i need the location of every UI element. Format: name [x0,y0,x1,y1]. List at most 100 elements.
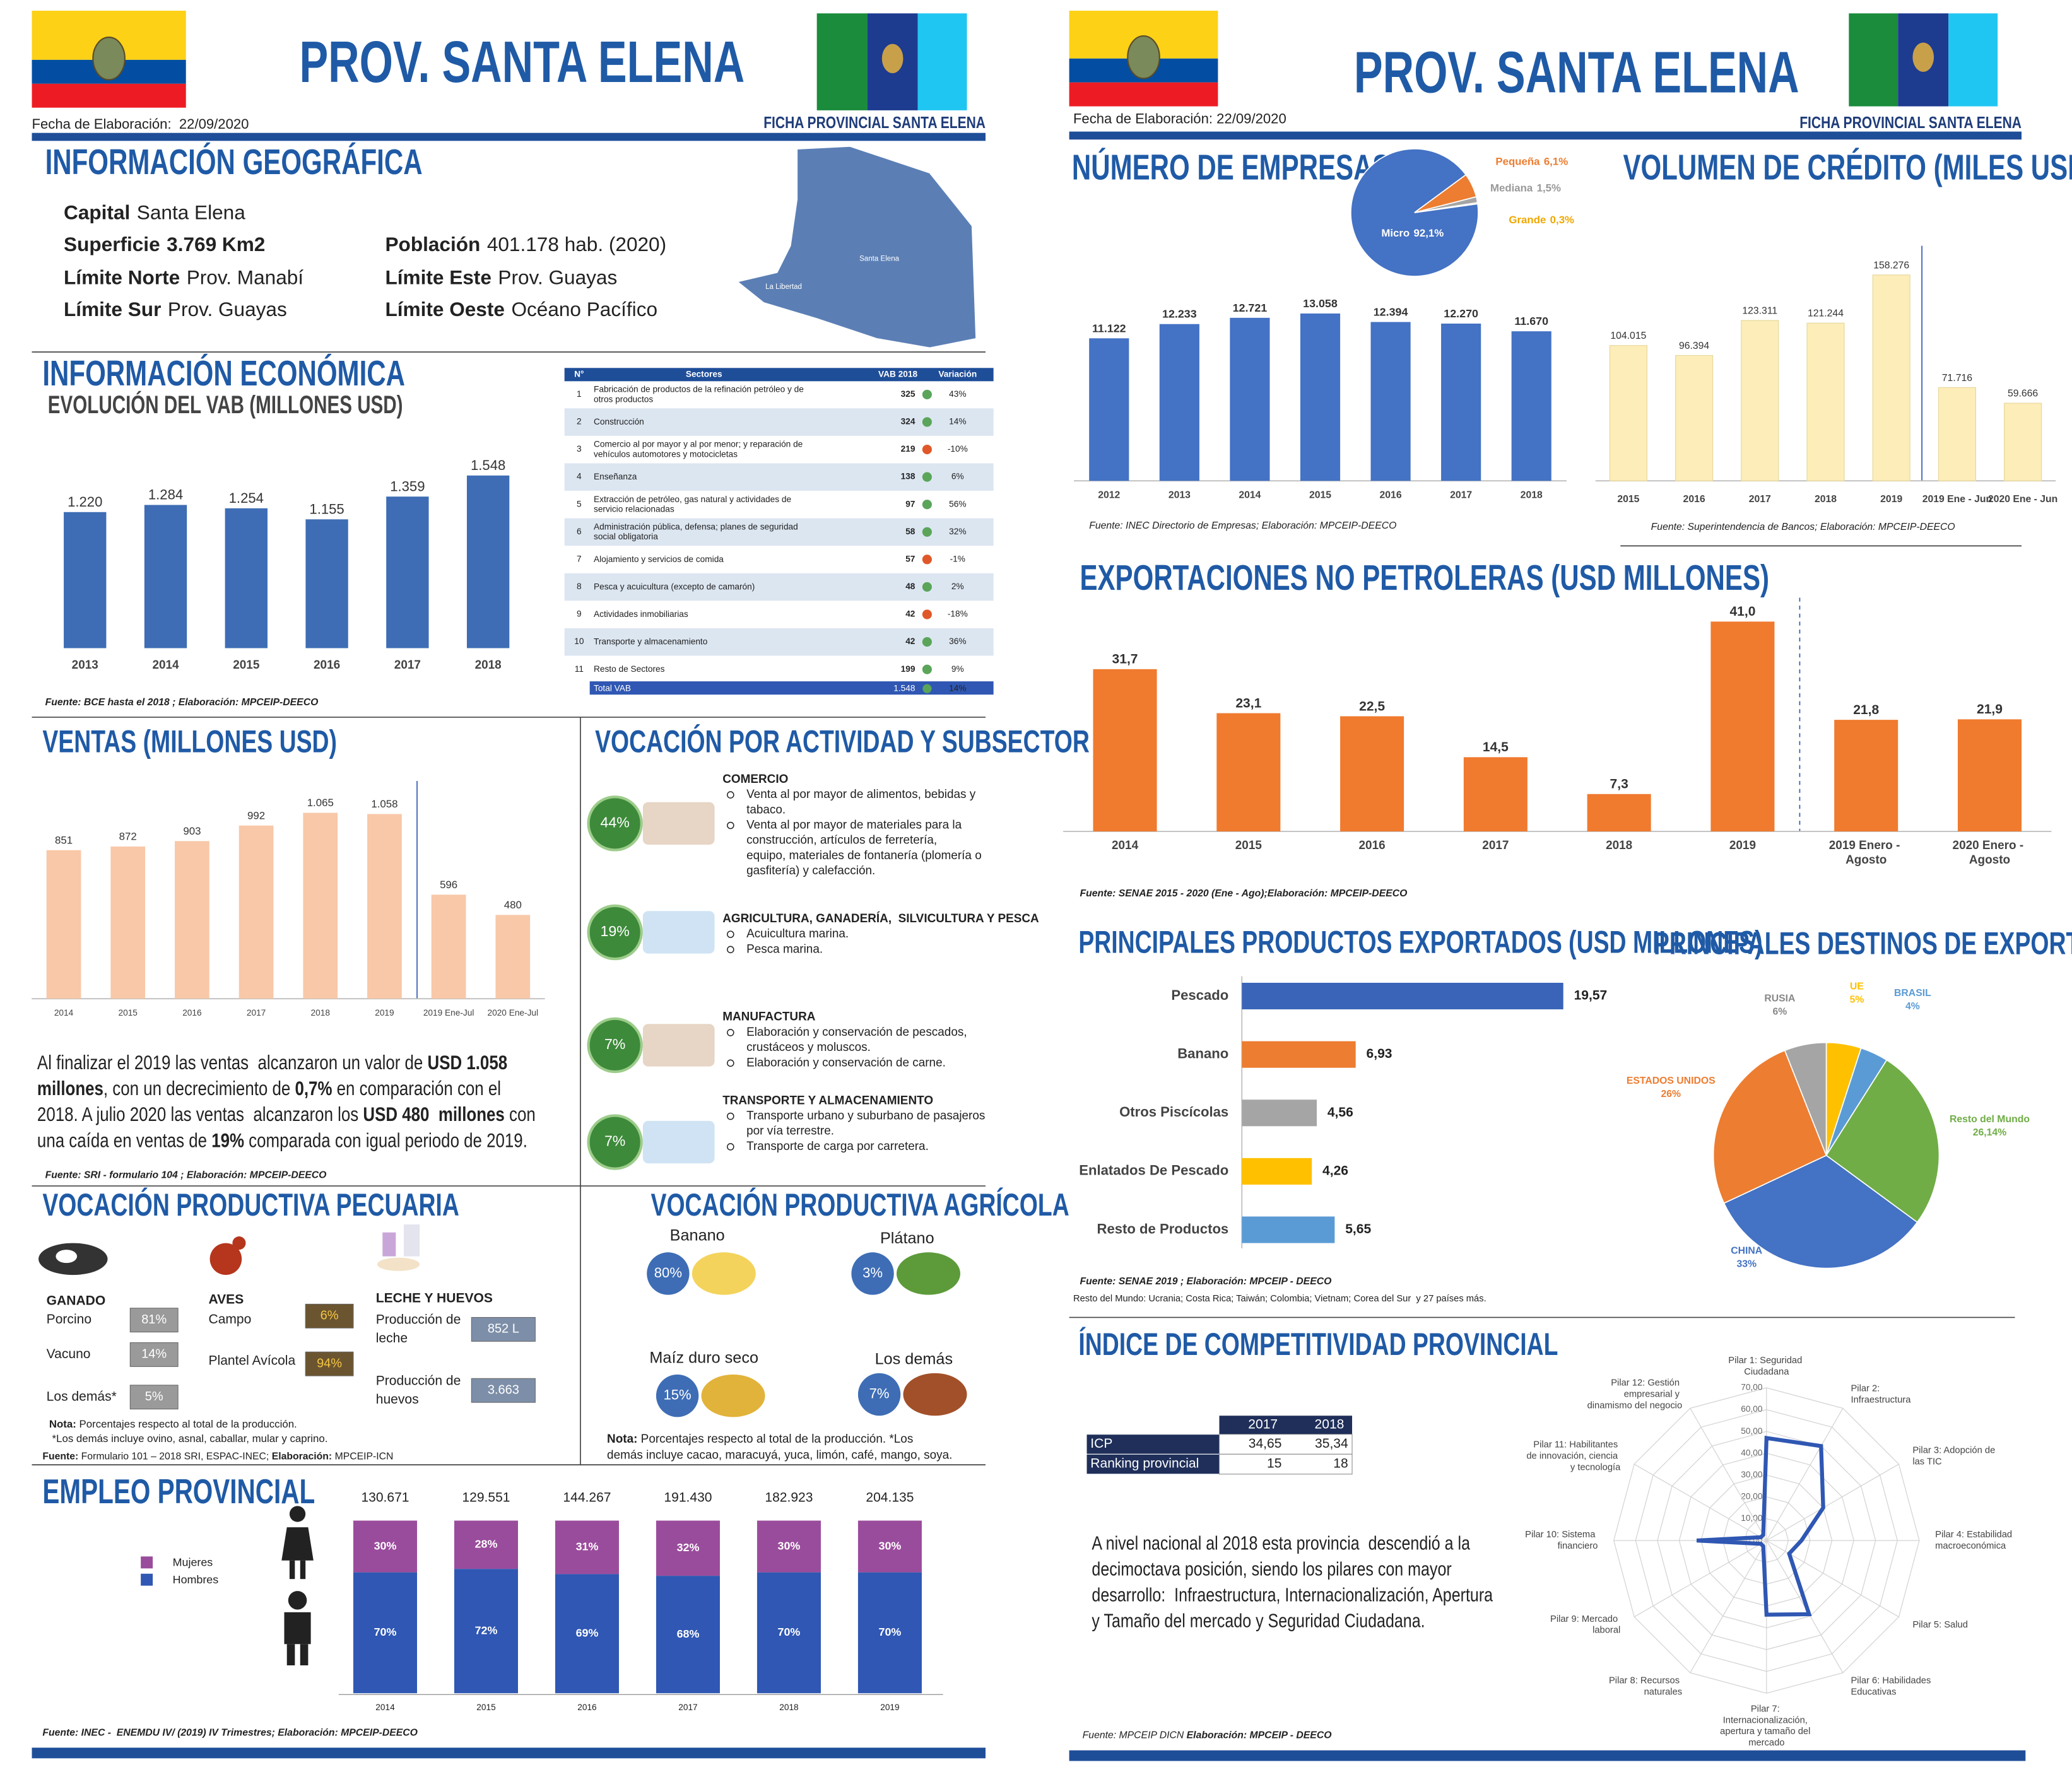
geo-label: Capital [64,201,130,223]
x-tick-label: 2014 [54,1008,74,1018]
x-tick-label: 2020 Enero - Agosto [1953,839,2027,867]
text-run: Formulario 101 – 2018 SRI, ESPAC-INEC; [78,1452,271,1462]
table-cell: 48 [905,582,915,591]
pie-label: Mediana [1490,182,1533,194]
pie-label: Pequeña [1495,155,1540,167]
crop-label: Los demás [875,1350,953,1368]
table-cell: 9% [951,664,964,674]
pie-value: 5% [1850,995,1864,1006]
table-row [564,573,994,601]
source: Fuente: BCE hasta el 2018 ; Elaboración:… [45,697,319,708]
bar [386,496,429,648]
spoke [1690,1540,1767,1674]
map [735,145,977,349]
table-cell: 324 [901,417,915,426]
table-cell: 56% [949,499,966,508]
pct-circle [656,1374,699,1417]
table-row [564,408,994,436]
bullet [727,1059,734,1067]
text-run: 2018. A julio 2020 las ventas alcanzaron… [37,1103,363,1125]
ficha: FICHA PROVINCIAL SANTA ELENA [763,114,986,132]
bar [466,475,510,648]
table-cell: 58 [905,527,915,536]
value-box [305,1303,354,1328]
source: Fuente: MPCEIP DICN Elaboración: MPCEIP … [1083,1730,1332,1741]
value-label: 32% [677,1541,700,1554]
spoke [1766,1463,1899,1541]
total-label: 129.551 [462,1490,510,1504]
item-label: Producción de leche [376,1312,464,1345]
bar [1093,669,1157,831]
table-cell: Comercio al por mayor y al por menor; y … [594,439,805,459]
axis-label: Pilar 2: Infraestructura [1851,1384,1911,1405]
bar [144,505,187,648]
bullet-text: Acuicultura marina. [746,927,849,941]
text-run: Elaboración: [272,1452,333,1462]
bar-segment [656,1520,720,1576]
value-label: 12.721 [1233,302,1268,314]
value-label: 1.359 [390,478,425,494]
heading: INFORMACIÓN GEOGRÁFICA [45,142,423,182]
table-cell: 1 [577,389,582,399]
table-cell: 18 [1333,1457,1348,1471]
total-label: 130.671 [361,1490,409,1504]
tick-label: 40,00 [1741,1448,1763,1457]
source: Fuente: Formulario 101 – 2018 SRI, ESPAC… [42,1452,393,1462]
pct-circle [587,795,643,852]
value-box [471,1378,536,1403]
icon [642,911,715,954]
group-name: LECHE Y HUEVOS [376,1291,493,1306]
value-label: 123.311 [1742,305,1777,316]
tick-label: 60,00 [1741,1404,1763,1414]
value-label: 14,5 [1483,740,1509,754]
pie-value: 26% [1661,1089,1681,1100]
geo-label: Límite Norte [64,266,180,289]
bar [1089,338,1129,481]
bar [431,894,466,999]
bullet [727,946,734,954]
bar [1242,1041,1356,1068]
x-tick-label: 2012 [1098,490,1120,501]
value-label: 1.220 [68,494,102,510]
paragraph-line: millones, con un decrecimiento de 0,7% e… [37,1077,501,1100]
status-dot [922,684,932,693]
value-label: 72% [475,1624,498,1636]
item-value: 81% [141,1313,167,1327]
value-label: 13.058 [1303,297,1338,310]
table-header [1219,1416,1353,1434]
text-run: demás incluye cacao, maracuyá, yuca, lim… [607,1448,952,1462]
pie-slice [1414,202,1478,213]
axis-label: Pilar 9: Mercado laboral [1550,1614,1620,1636]
table-cell: 97 [905,499,915,508]
bar [1242,1216,1335,1243]
text-run: Porcentajes respecto al total de la prod… [637,1433,913,1446]
x-tick-label: 2017 [247,1008,266,1018]
bar [495,915,531,999]
bullet [727,1112,734,1120]
bar [305,519,348,648]
x-tick-label: 2019 Ene - Jun [1922,494,1992,505]
axis-label: Pilar 4: Estabilidad macroeconómica [1935,1530,2015,1551]
x-tick-label: 2018 [779,1703,799,1712]
x-tick-label: 2018 [1606,839,1632,852]
text-run: Nota: [607,1433,637,1446]
x-tick-label: 2017 [1749,494,1771,505]
x-tick-label: 2020 Ene-Jul [488,1008,539,1018]
value-label: 7,3 [1610,777,1628,792]
bullet-text: Transporte de carga por carretera. [746,1140,929,1153]
x-tick-label: 2019 [880,1703,899,1712]
bar [1872,274,1910,481]
icon [642,1024,715,1067]
tick-label: 10,00 [1741,1513,1763,1523]
table-cell: Fabricación de productos de la refinació… [594,384,806,404]
heading: PRINCIPALES PRODUCTOS EXPORTADOS (USD MI… [1078,925,1762,960]
value-label: 903 [183,825,201,837]
x-tick-label: 2015 [233,659,259,672]
paragraph-line: decimoctava posición, siendo los pilares… [1092,1558,1451,1580]
value-label: 68% [677,1627,700,1640]
x-tick-label: 2019 [375,1008,394,1018]
status-dot [922,500,932,510]
table-cell: 35,34 [1315,1436,1348,1451]
pie-slice [1712,1050,1827,1204]
bar [1242,982,1563,1010]
